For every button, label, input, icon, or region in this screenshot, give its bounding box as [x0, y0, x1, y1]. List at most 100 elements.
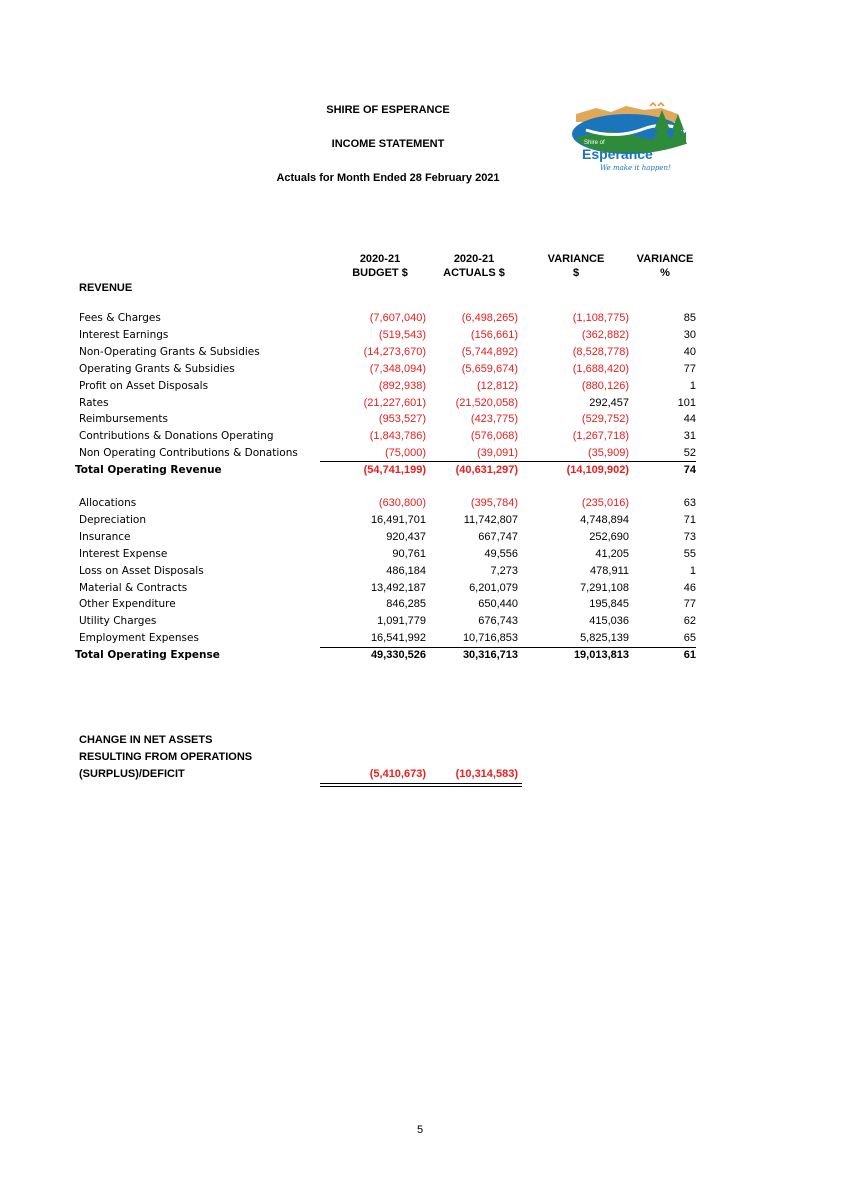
row-budget-value: (953,527): [378, 413, 426, 425]
row-pct-value: 31: [683, 430, 696, 442]
row-label: Non-Operating Grants & Subsidies: [79, 346, 260, 358]
row-label: Profit on Asset Disposals: [79, 380, 209, 392]
row-pct-value: 73: [683, 531, 696, 543]
row-variance-value: (1,108,775): [572, 312, 629, 324]
row-actual-value: (5,659,674): [461, 363, 518, 375]
row-pct-value: 77: [683, 598, 696, 610]
logo-tagline: We make it happen!: [600, 164, 671, 172]
revenue-heading: REVENUE: [79, 282, 133, 294]
row-variance-value: (1,688,420): [572, 363, 629, 375]
col-head-budget: 2020-21 BUDGET $: [352, 253, 408, 279]
row-budget-value: (21,227,601): [363, 397, 426, 409]
revenue-total-variance-value: (14,109,902): [566, 464, 629, 476]
row-variance-value: (235,016): [581, 497, 629, 509]
col-head-variance-pct: VARIANCE%: [636, 253, 694, 279]
row-variance-value: (529,752): [581, 413, 629, 425]
row-label: Fees & Charges: [79, 312, 161, 324]
row-actual-value: 10,716,853: [462, 632, 518, 644]
row-pct-value: 55: [683, 548, 696, 560]
row-label: Contributions & Donations Operating: [79, 430, 274, 442]
net-label-line-3: (SURPLUS)/DEFICIT: [79, 768, 185, 780]
expense-total-budget-value: 49,330,526: [370, 649, 426, 661]
row-pct-value: 101: [677, 397, 696, 409]
statement-subtitle: Actuals for Month Ended 28 February 2021: [276, 172, 500, 184]
row-pct-value: 46: [683, 582, 696, 594]
row-actual-value: 49,556: [484, 548, 518, 560]
row-actual-value: (395,784): [470, 497, 518, 509]
row-pct-value: 40: [683, 346, 696, 358]
row-actual-value: (576,068): [470, 430, 518, 442]
row-actual-value: (21,520,058): [455, 397, 518, 409]
row-budget-value: (14,273,670): [363, 346, 426, 358]
row-variance-value: 252,690: [589, 531, 629, 543]
row-variance-value: 4,748,894: [580, 514, 629, 526]
row-variance-value: 478,911: [590, 565, 629, 577]
row-pct-value: 1: [689, 565, 696, 577]
row-pct-value: 52: [683, 447, 696, 459]
row-label: Interest Earnings: [79, 329, 169, 341]
expense-total-rule: [320, 647, 696, 648]
row-actual-value: 650,440: [478, 598, 518, 610]
logo-name-small: Shire of: [584, 140, 605, 146]
row-actual-value: (39,091): [477, 447, 518, 459]
row-label: Loss on Asset Disposals: [79, 565, 204, 577]
row-variance-value: (880,126): [581, 380, 629, 392]
row-actual-value: 676,743: [478, 615, 518, 627]
row-label: Reimbursements: [79, 413, 168, 425]
row-label: Allocations: [79, 497, 137, 509]
row-budget-value: (7,348,094): [369, 363, 426, 375]
row-budget-value: 90,761: [392, 548, 426, 560]
revenue-total-budget-value: (54,741,199): [363, 464, 426, 476]
row-budget-value: 846,285: [386, 598, 426, 610]
shire-logo: Shire of Esperance We make it happen!: [566, 100, 696, 178]
expense-total-variance-value: 19,013,813: [573, 649, 629, 661]
revenue-total-pct-value: 74: [683, 464, 696, 476]
row-pct-value: 65: [683, 632, 696, 644]
row-pct-value: 1: [689, 380, 696, 392]
row-label: Operating Grants & Subsidies: [79, 363, 235, 375]
row-pct-value: 44: [683, 413, 696, 425]
row-label: Interest Expense: [79, 548, 168, 560]
row-variance-value: 415,036: [589, 615, 629, 627]
row-label: Material & Contracts: [79, 582, 188, 594]
row-variance-value: 195,845: [589, 598, 629, 610]
row-actual-value: 667,747: [478, 531, 518, 543]
logo-graphic: [572, 101, 687, 154]
row-budget-value: (75,000): [385, 447, 426, 459]
net-rule-bottom: [320, 786, 522, 787]
page-number: 5: [416, 1124, 424, 1136]
row-budget-value: (892,938): [378, 380, 426, 392]
row-budget-value: (1,843,786): [369, 430, 426, 442]
row-label: Rates: [79, 397, 109, 409]
row-budget-value: 920,437: [386, 531, 426, 543]
revenue-total-rule: [320, 461, 696, 462]
row-budget-value: 1,091,779: [377, 615, 426, 627]
row-variance-value: 41,205: [595, 548, 629, 560]
row-actual-value: 7,273: [490, 565, 518, 577]
net-rule-top: [320, 783, 522, 784]
row-budget-value: 13,492,187: [370, 582, 426, 594]
row-label: Insurance: [79, 531, 131, 543]
row-budget-value: (7,607,040): [369, 312, 426, 324]
row-pct-value: 30: [683, 329, 696, 341]
row-label: Employment Expenses: [79, 632, 199, 644]
row-actual-value: 11,742,807: [463, 514, 518, 526]
statement-title: INCOME STATEMENT: [331, 138, 445, 150]
row-pct-value: 63: [683, 497, 696, 509]
net-label-line-2: RESULTING FROM OPERATIONS: [79, 751, 253, 763]
row-variance-value: 7,291,108: [580, 582, 629, 594]
col-head-variance: VARIANCE $: [547, 253, 605, 279]
logo-name: Esperance: [582, 146, 653, 162]
row-variance-value: (8,528,778): [572, 346, 629, 358]
row-pct-value: 77: [683, 363, 696, 375]
row-actual-value: (5,744,892): [461, 346, 518, 358]
row-variance-value: (1,267,718): [572, 430, 629, 442]
expense-total-pct-value: 61: [683, 649, 696, 661]
col-head-actuals: 2020-21 ACTUALS $: [443, 253, 505, 279]
row-budget-value: 16,491,701: [370, 514, 426, 526]
net-label-line-1: CHANGE IN NET ASSETS: [79, 734, 213, 746]
org-name: SHIRE OF ESPERANCE: [326, 104, 450, 116]
row-label: Other Expenditure: [79, 598, 176, 610]
revenue-total-actual-value: (40,631,297): [455, 464, 518, 476]
expense-total-label: Total Operating Expense: [75, 649, 220, 661]
